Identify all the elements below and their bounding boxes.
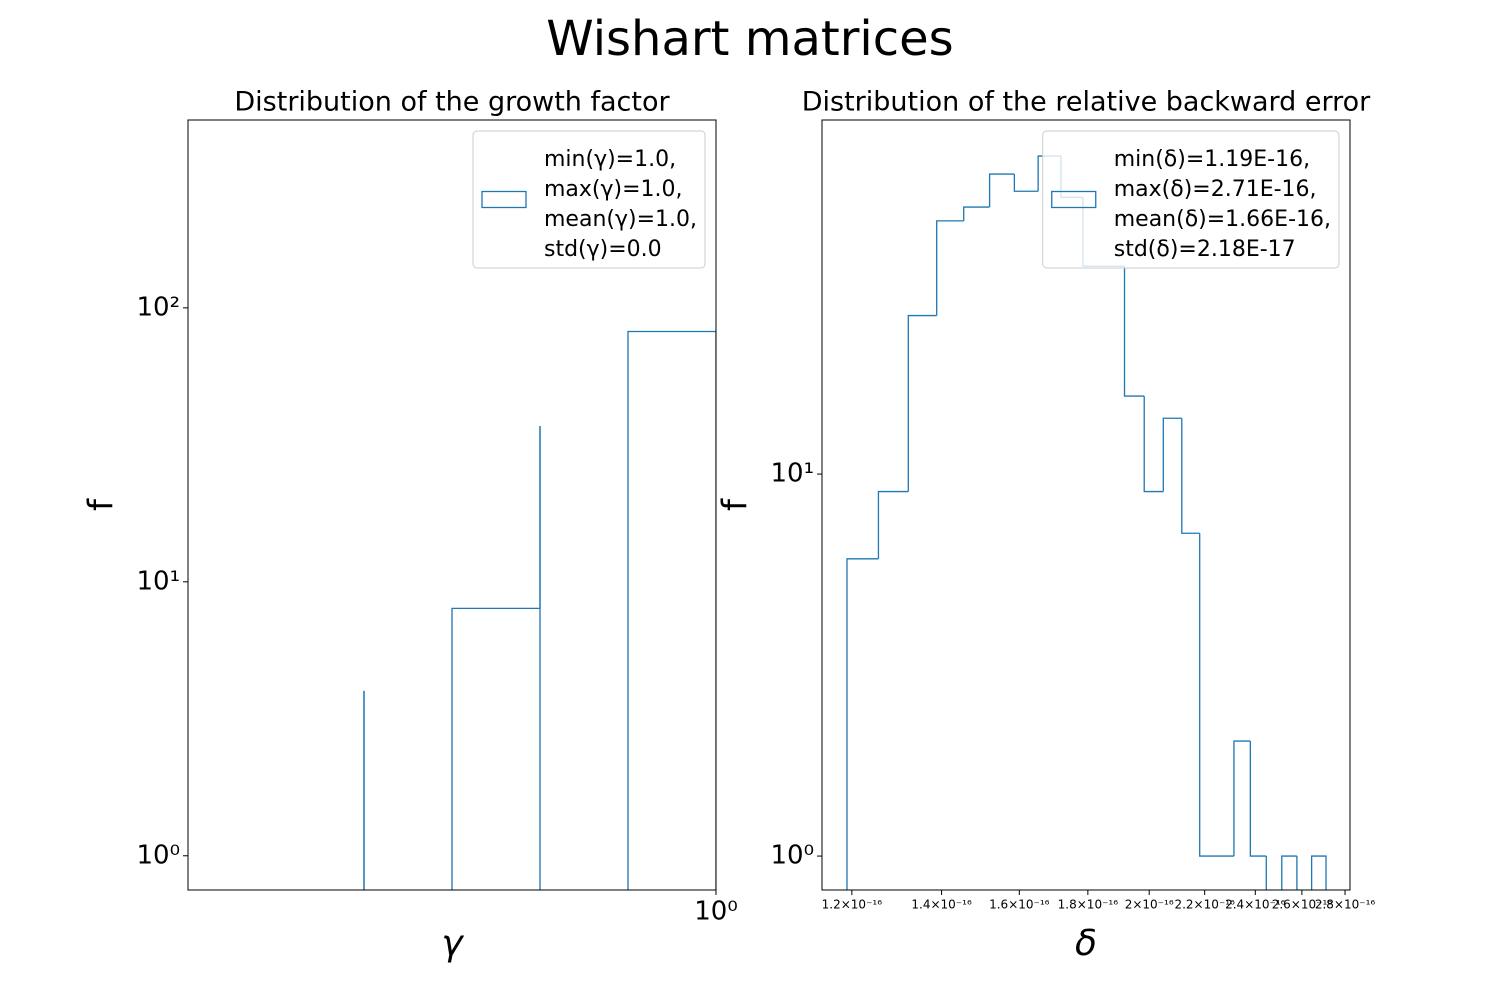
y-tick-label: 10⁰	[770, 841, 814, 871]
y-tick-label: 10²	[136, 292, 180, 322]
legend-label: min(δ)=1.19E-16, max(δ)=2.71E-16, mean(δ)=…	[1114, 147, 1331, 262]
legend-patch	[481, 190, 527, 209]
histogram-step	[1162, 417, 1182, 492]
histogram-step	[539, 426, 541, 890]
x-axis-label: δ	[1075, 923, 1097, 964]
histogram-step	[1143, 396, 1164, 493]
axes-title: Distribution of the relative backward er…	[802, 87, 1371, 118]
histogram-step	[363, 690, 365, 890]
histogram-step	[1249, 741, 1267, 857]
y-tick-label: 10¹	[770, 459, 814, 489]
histogram	[846, 155, 1327, 890]
x-tick-label: 1.6×10⁻¹⁶	[989, 898, 1050, 912]
histogram-step	[846, 558, 879, 890]
histogram-step	[936, 220, 964, 316]
legend-box	[472, 130, 706, 269]
histogram-step	[1265, 856, 1267, 890]
y-axis-label: f	[716, 498, 756, 511]
legend-patch	[1051, 190, 1097, 209]
histogram-step	[1181, 418, 1200, 534]
histogram-step	[1310, 855, 1327, 890]
axes-title: Distribution of the growth factor	[234, 87, 670, 118]
histogram-step	[627, 330, 716, 890]
legend-label: min(γ)=1.0, max(γ)=1.0, mean(γ)=1.0, std(γ)…	[544, 147, 697, 262]
histogram-step	[1233, 740, 1251, 857]
x-axis-label: γ	[441, 923, 464, 964]
legend: min(γ)=1.0, max(γ)=1.0, mean(γ)=1.0, std(γ)…	[472, 130, 706, 269]
y-axis-label: f	[82, 498, 122, 511]
x-tick-label: 2×10⁻¹⁶	[1125, 898, 1174, 912]
histogram-step	[1281, 855, 1297, 890]
histogram-step	[907, 314, 937, 492]
axes-frame	[821, 119, 1351, 891]
histogram-step	[1199, 533, 1218, 857]
histogram-step	[1013, 174, 1039, 192]
histogram-step	[877, 490, 909, 559]
y-tick-label: 10⁰	[136, 840, 180, 870]
histogram-step	[988, 173, 1015, 208]
histogram	[363, 330, 716, 890]
legend: min(δ)=1.19E-16, max(δ)=2.71E-16, mean(δ)=…	[1042, 130, 1340, 269]
x-tick-label: 10⁰	[694, 897, 738, 927]
histogram-step	[1296, 856, 1298, 890]
x-tick-label: 2.4×10⁻¹⁶	[1225, 898, 1286, 912]
figure-title: Wishart matrices	[546, 11, 953, 67]
x-tick-label: 2.6×10⁻¹⁶	[1272, 898, 1333, 912]
histogram-step	[963, 206, 990, 221]
x-tick-label: 1.8×10⁻¹⁶	[1058, 898, 1119, 912]
x-tick-label: 2.8×10⁻¹⁶	[1315, 898, 1376, 912]
histogram-step	[1123, 266, 1145, 397]
histogram-step	[451, 607, 540, 890]
axes-frame	[187, 119, 717, 891]
x-tick-label: 1.2×10⁻¹⁶	[822, 898, 883, 912]
x-tick-label: 1.4×10⁻¹⁶	[911, 898, 972, 912]
legend-box	[1042, 130, 1340, 269]
x-tick-label: 2.2×10⁻¹⁶	[1174, 898, 1235, 912]
y-tick-label: 10¹	[136, 566, 180, 596]
